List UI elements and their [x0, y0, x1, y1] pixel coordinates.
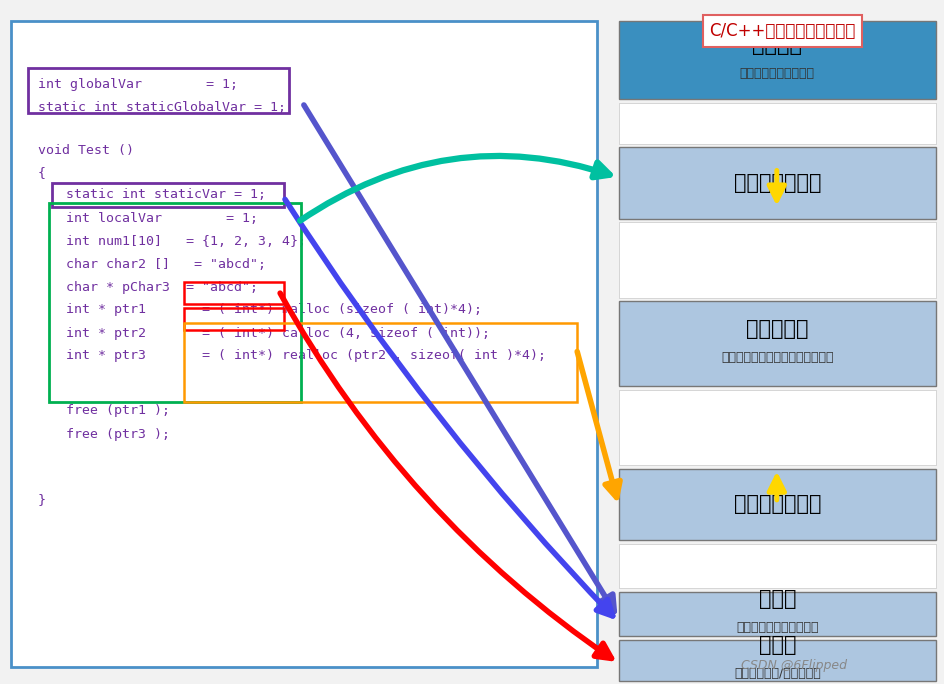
- Text: {: {: [38, 166, 45, 179]
- FancyBboxPatch shape: [618, 640, 935, 681]
- Text: 内核空间: 内核空间: [751, 35, 801, 55]
- Text: int globalVar        = 1;: int globalVar = 1;: [38, 77, 238, 91]
- FancyBboxPatch shape: [11, 21, 597, 667]
- FancyBboxPatch shape: [618, 469, 935, 540]
- Text: char char2 []   = "abcd";: char char2 [] = "abcd";: [66, 258, 266, 272]
- FancyBboxPatch shape: [618, 222, 935, 298]
- FancyBboxPatch shape: [618, 390, 935, 465]
- Text: static int staticGlobalVar = 1;: static int staticGlobalVar = 1;: [38, 101, 285, 114]
- Text: 栈（向下增长）: 栈（向下增长）: [733, 173, 820, 193]
- Text: （用户代码不能读写）: （用户代码不能读写）: [739, 67, 814, 80]
- Text: free (ptr1 );: free (ptr1 );: [66, 404, 170, 417]
- FancyBboxPatch shape: [618, 147, 935, 219]
- Text: 数据段: 数据段: [758, 589, 795, 609]
- FancyBboxPatch shape: [618, 544, 935, 588]
- Text: int * ptr2       = ( int*) calloc (4, sizeof ( int));: int * ptr2 = ( int*) calloc (4, sizeof (…: [66, 326, 490, 340]
- FancyBboxPatch shape: [618, 21, 935, 99]
- Text: free (ptr3 );: free (ptr3 );: [66, 428, 170, 441]
- Text: static int staticVar = 1;: static int staticVar = 1;: [66, 188, 266, 202]
- Text: int * ptr1       = ( int*) malloc (sizeof ( int)*4);: int * ptr1 = ( int*) malloc (sizeof ( in…: [66, 303, 481, 317]
- Text: }: }: [38, 492, 45, 506]
- Text: char * pChar3  = "abcd";: char * pChar3 = "abcd";: [66, 280, 258, 294]
- Text: CSDN @6Flipped: CSDN @6Flipped: [740, 659, 846, 672]
- FancyBboxPatch shape: [618, 592, 935, 636]
- Text: 内存映射段: 内存映射段: [745, 319, 808, 339]
- Text: 堆（向上增长）: 堆（向上增长）: [733, 495, 820, 514]
- FancyBboxPatch shape: [618, 301, 935, 386]
- Text: int * ptr3       = ( int*) realloc (ptr2 , sizeof( int )*4);: int * ptr3 = ( int*) realloc (ptr2 , siz…: [66, 349, 546, 363]
- Text: （全局数据、静态数据）: （全局数据、静态数据）: [735, 621, 818, 634]
- FancyBboxPatch shape: [618, 103, 935, 144]
- Text: 代码段: 代码段: [758, 635, 795, 655]
- Text: C/C++中程序内存区域划分: C/C++中程序内存区域划分: [709, 22, 854, 40]
- Text: int localVar        = 1;: int localVar = 1;: [66, 212, 258, 226]
- Text: int num1[10]   = {1, 2, 3, 4};: int num1[10] = {1, 2, 3, 4};: [66, 235, 306, 248]
- Text: （文件映射、动态库、匿名映射）: （文件映射、动态库、匿名映射）: [720, 351, 833, 364]
- Text: void Test (): void Test (): [38, 144, 134, 157]
- Text: （可执行代码/只读常量）: （可执行代码/只读常量）: [733, 667, 819, 681]
